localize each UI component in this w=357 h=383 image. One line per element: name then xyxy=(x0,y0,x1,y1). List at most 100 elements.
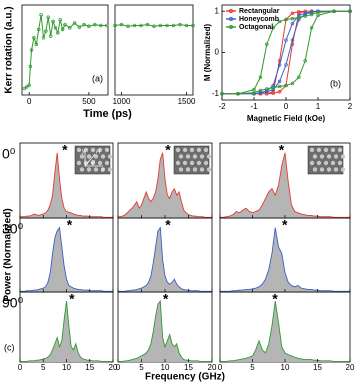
inset-dot xyxy=(340,154,346,159)
data-line xyxy=(114,24,193,27)
data-point xyxy=(303,12,307,16)
inset-dot xyxy=(206,167,212,172)
y-axis-label: M (Normalized) xyxy=(203,24,212,82)
data-point xyxy=(309,10,314,15)
inset-dot xyxy=(86,154,92,159)
data-point xyxy=(303,59,307,63)
peak-marker: * xyxy=(279,142,285,158)
data-line xyxy=(24,14,107,89)
legend-marker xyxy=(229,9,233,13)
inset-dot xyxy=(100,167,106,172)
legend-label: Honeycomb xyxy=(239,16,279,23)
data-point xyxy=(277,19,282,24)
inset-dot xyxy=(86,167,92,172)
data-point xyxy=(41,35,46,40)
data-point xyxy=(184,23,189,28)
inset-dot xyxy=(79,167,85,172)
x-tick-label: 15 xyxy=(184,363,193,372)
inset-dot xyxy=(196,147,202,153)
panel-label: (a) xyxy=(92,73,103,83)
row-label: 90⁰ xyxy=(2,295,24,311)
inset-dot xyxy=(76,147,82,153)
peak-marker: * xyxy=(67,217,73,233)
x-tick-label: 5 xyxy=(139,363,144,372)
data-point xyxy=(77,25,82,29)
data-point xyxy=(284,17,288,22)
x-tick-label: 2 xyxy=(348,102,353,111)
data-point xyxy=(265,42,269,46)
legend-marker xyxy=(229,17,233,21)
data-point xyxy=(63,22,67,27)
data-point xyxy=(36,27,41,32)
data-point xyxy=(290,38,295,42)
inset-dot xyxy=(90,160,96,166)
x-tick-label: 0 xyxy=(218,363,223,372)
data-point xyxy=(277,63,282,67)
spectrum-line xyxy=(20,301,113,362)
data-point xyxy=(271,85,275,90)
inset-dot xyxy=(93,167,99,172)
data-point xyxy=(236,92,240,96)
inset-dot xyxy=(312,154,318,159)
data-point xyxy=(284,83,288,88)
data-line xyxy=(222,10,350,95)
data-point xyxy=(252,90,256,95)
spectrum-area xyxy=(118,152,212,218)
data-point xyxy=(271,91,275,96)
inset-dot xyxy=(192,167,198,172)
inset-dot xyxy=(175,147,181,153)
data-point xyxy=(258,75,263,80)
x-tick-label: 20 xyxy=(109,363,118,372)
data-point xyxy=(44,29,48,33)
inset-dot xyxy=(333,167,339,172)
data-point xyxy=(46,15,51,20)
data-point xyxy=(132,23,137,28)
data-point xyxy=(297,9,301,14)
data-point xyxy=(53,26,58,30)
data-point xyxy=(258,88,263,93)
x-tick-label: 20 xyxy=(346,363,355,372)
legend-label: Rectangular xyxy=(239,8,280,15)
data-point xyxy=(39,13,43,17)
peak-marker: * xyxy=(272,291,278,307)
data-point xyxy=(93,22,97,27)
data-point xyxy=(265,87,269,91)
inset-dot xyxy=(203,147,209,153)
peak-marker: * xyxy=(165,217,171,233)
data-point xyxy=(297,13,301,18)
inset-dot xyxy=(104,147,110,153)
x-tick-label: 10 xyxy=(281,363,290,372)
data-point xyxy=(332,9,336,13)
inset-dot xyxy=(316,147,322,153)
inset-dot xyxy=(326,154,332,159)
data-point xyxy=(28,64,33,69)
inset-dot xyxy=(330,147,336,153)
x-tick-label: 15 xyxy=(313,363,322,372)
data-point xyxy=(284,63,288,67)
inset-axis xyxy=(84,153,96,167)
inset-dot xyxy=(100,154,106,159)
y-tick-label: 0 xyxy=(215,48,220,57)
data-point xyxy=(303,14,307,18)
peak-marker: * xyxy=(69,291,75,307)
inset-dot xyxy=(206,154,212,159)
x-tick-label: 20 xyxy=(208,363,217,372)
data-point xyxy=(316,13,320,18)
plot-frame xyxy=(114,4,194,96)
data-point xyxy=(126,24,130,29)
data-point xyxy=(309,25,314,30)
x-tick-label: 10 xyxy=(161,363,170,372)
data-point xyxy=(60,27,65,32)
data-point xyxy=(72,21,77,25)
inset-dot xyxy=(337,160,343,166)
x-tick-label: 0 xyxy=(27,97,32,106)
inset-dot xyxy=(178,154,184,159)
x-tick-label: 500 xyxy=(82,97,96,106)
data-point xyxy=(58,17,62,22)
data-point xyxy=(290,16,295,21)
data-point xyxy=(158,23,163,28)
spectrum-area xyxy=(118,227,212,292)
peak-marker: * xyxy=(165,142,171,158)
data-point xyxy=(271,87,275,92)
